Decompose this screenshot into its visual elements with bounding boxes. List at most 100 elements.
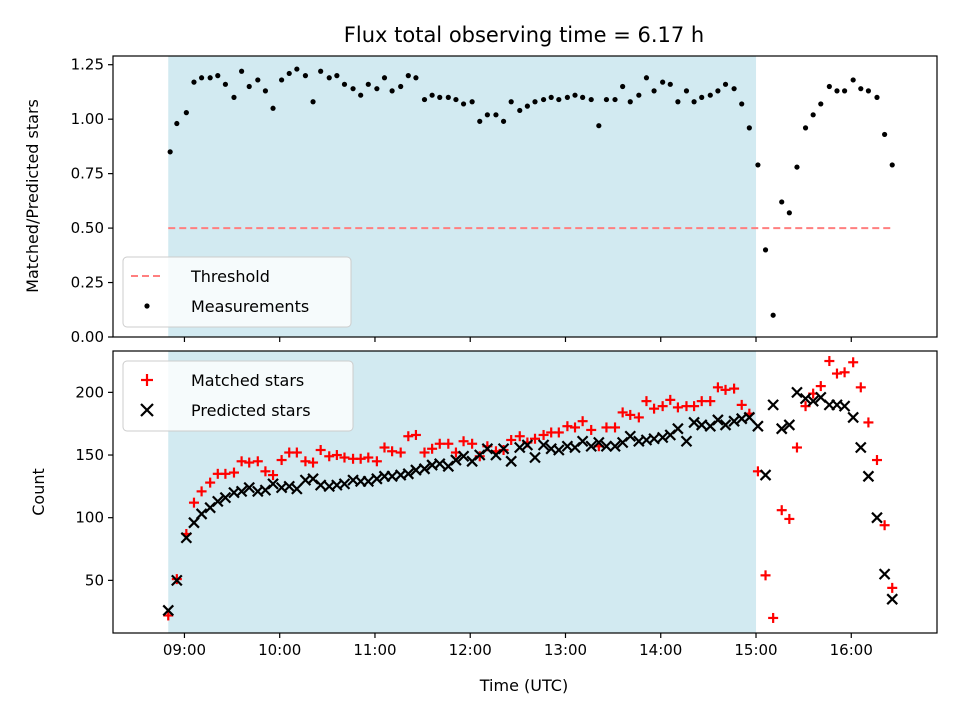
data-point [719, 419, 732, 431]
data-point [593, 436, 605, 449]
data-point [358, 92, 364, 98]
data-point [865, 88, 872, 94]
data-point [848, 357, 859, 368]
y-axis-label-ratio: Matched/Predicted stars [23, 99, 42, 293]
data-point [887, 582, 898, 593]
data-point [585, 440, 597, 453]
data-point [667, 81, 673, 87]
data-point [815, 381, 826, 392]
data-point [784, 513, 795, 524]
data-point [767, 399, 779, 411]
data-point [609, 440, 621, 453]
x-tick-label: 12:00 [449, 641, 492, 659]
ratio-plot-area [167, 66, 895, 318]
data-point [457, 450, 470, 463]
data-point [802, 125, 809, 131]
data-point [839, 367, 850, 378]
data-point [508, 99, 514, 105]
data-point [636, 92, 642, 98]
data-point [699, 94, 705, 100]
data-point [847, 411, 859, 424]
x-tick-label: 13:00 [544, 641, 587, 659]
data-point [450, 454, 462, 466]
data-point [338, 478, 351, 490]
data-point [588, 96, 594, 103]
data-point [649, 403, 660, 414]
data-point [826, 83, 832, 90]
data-point [760, 570, 771, 581]
y-tick-label: 50 [85, 571, 104, 589]
legend-swatch-x [140, 403, 154, 417]
data-point [779, 199, 785, 205]
data-point [603, 96, 610, 103]
data-point [600, 440, 613, 453]
data-point [405, 73, 411, 79]
data-point [517, 107, 523, 114]
data-point [162, 604, 175, 617]
data-point [374, 86, 380, 92]
data-point [195, 508, 208, 520]
data-point [244, 457, 255, 468]
data-point [707, 92, 713, 98]
data-point [762, 247, 769, 253]
data-point [791, 442, 802, 453]
data-point [882, 131, 888, 138]
data-point [731, 86, 737, 92]
data-point [467, 438, 478, 449]
data-point [688, 416, 700, 429]
data-point [481, 442, 494, 455]
data-point [262, 88, 269, 94]
data-point [183, 110, 189, 116]
y-tick-label: 200 [75, 383, 104, 401]
data-point [228, 467, 239, 478]
data-point [553, 444, 565, 456]
data-point [586, 424, 597, 435]
series-dot [167, 66, 895, 318]
data-point [171, 574, 183, 587]
ratio-axes-frame [112, 55, 938, 338]
data-point [871, 511, 883, 524]
data-point [310, 99, 316, 105]
data-point [300, 456, 311, 467]
data-point [580, 94, 586, 100]
y-tick-label: 0.25 [71, 274, 104, 292]
data-point [871, 455, 882, 466]
x-tick-label: 14:00 [639, 641, 682, 659]
data-point [371, 473, 383, 485]
x-tick-label: 10:00 [258, 641, 301, 659]
y-tick-label: 0.50 [71, 219, 104, 237]
legend-label: Measurements [191, 297, 309, 316]
data-point [469, 99, 475, 105]
data-point [715, 88, 721, 94]
data-point [421, 96, 428, 103]
data-point [596, 123, 602, 129]
series-plus [163, 356, 898, 623]
data-point [339, 452, 350, 463]
data-point [878, 568, 891, 580]
data-point [215, 73, 221, 79]
data-point [564, 94, 570, 100]
data-point [712, 382, 723, 393]
count-plot-area [162, 356, 899, 623]
data-point [180, 531, 193, 544]
data-point [874, 94, 880, 100]
data-point [656, 431, 669, 444]
data-point [427, 443, 438, 454]
data-point [286, 70, 292, 77]
data-point [389, 88, 395, 94]
data-point [443, 438, 454, 449]
data-point [270, 105, 276, 111]
data-point [460, 101, 467, 107]
data-point [506, 434, 517, 445]
data-point [627, 99, 633, 105]
data-point [437, 94, 443, 100]
data-point [220, 468, 231, 479]
data-point [672, 422, 684, 435]
data-point [236, 456, 247, 467]
data-point [379, 442, 390, 453]
data-point [643, 75, 650, 81]
data-point [429, 92, 435, 98]
data-point [419, 447, 430, 458]
data-point [540, 96, 547, 103]
